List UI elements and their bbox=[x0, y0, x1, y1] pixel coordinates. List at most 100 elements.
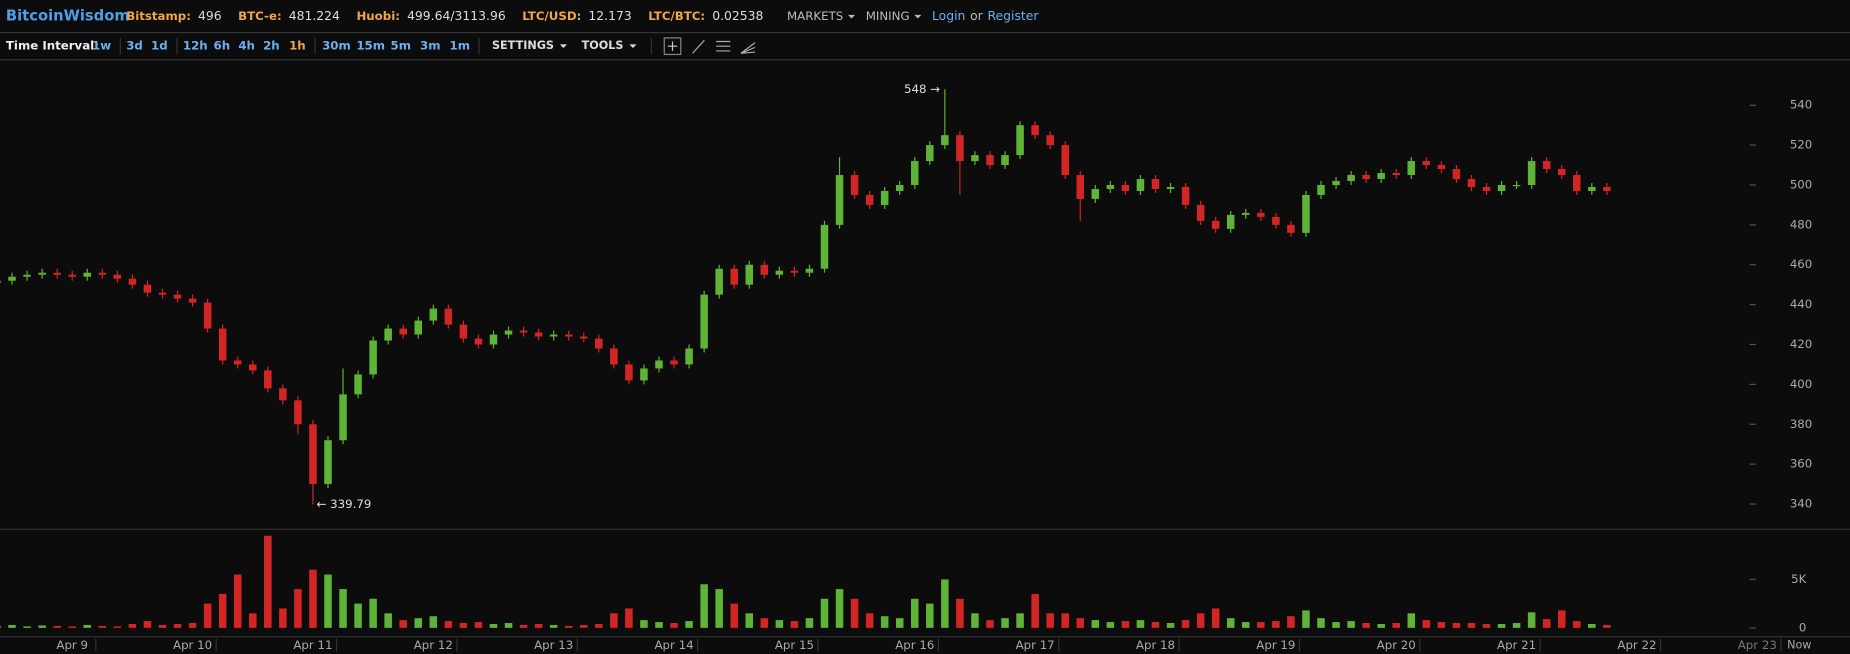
volume-bar bbox=[1226, 618, 1235, 628]
volume-bar bbox=[113, 626, 122, 628]
volume-bar bbox=[971, 613, 979, 628]
candle-body bbox=[1573, 175, 1581, 191]
volume-bar bbox=[760, 618, 769, 628]
interval-button[interactable]: 2h bbox=[263, 39, 280, 53]
hline-tool[interactable] bbox=[716, 40, 731, 52]
candle-body bbox=[1497, 184, 1506, 191]
candle-body bbox=[309, 424, 317, 485]
candle-body bbox=[1151, 179, 1160, 189]
interval-button[interactable]: 4h bbox=[238, 39, 255, 53]
interval-button[interactable]: 12h bbox=[183, 39, 208, 53]
interval-button[interactable]: 15m bbox=[356, 39, 385, 53]
menu[interactable]: MARKETS bbox=[787, 9, 843, 23]
tools-menu[interactable]: TOOLS bbox=[582, 39, 624, 52]
volume-bar bbox=[519, 624, 528, 628]
candle-body bbox=[670, 360, 678, 365]
volume-bar bbox=[354, 603, 362, 628]
volume-bar bbox=[339, 589, 347, 628]
fan-tool[interactable] bbox=[740, 42, 756, 54]
menu[interactable]: MINING bbox=[866, 9, 910, 23]
volume-bar bbox=[233, 574, 242, 628]
candle-body bbox=[504, 330, 513, 335]
interval-button[interactable]: 1m bbox=[450, 39, 470, 53]
volume-bar bbox=[0, 625, 1, 628]
candle-body bbox=[820, 224, 829, 269]
candle-body bbox=[700, 294, 708, 349]
volume-bar bbox=[23, 626, 31, 628]
login-link[interactable]: Login bbox=[932, 9, 965, 23]
register-link[interactable]: Register bbox=[988, 9, 1040, 23]
y-tick-label: 360 bbox=[1790, 457, 1813, 471]
candle-body bbox=[549, 334, 558, 337]
volume-bar bbox=[1332, 622, 1340, 628]
x-tick-label: Apr 19 bbox=[1256, 638, 1295, 652]
candle-body bbox=[1121, 184, 1130, 191]
candle-body bbox=[173, 294, 182, 299]
volume-tick-label: 5K bbox=[1791, 572, 1806, 586]
candle-body bbox=[655, 360, 663, 369]
interval-button[interactable]: 3d bbox=[126, 39, 143, 53]
volume-bar bbox=[835, 589, 844, 628]
drawing-tools bbox=[650, 37, 756, 56]
interval-button[interactable]: 1d bbox=[151, 39, 168, 53]
candle-body bbox=[369, 340, 377, 375]
volume-bar bbox=[625, 608, 633, 628]
volume-bar bbox=[218, 593, 227, 628]
candle-body bbox=[1061, 145, 1069, 176]
volume-bar bbox=[549, 624, 558, 628]
ticker-value: 12.173 bbox=[588, 9, 631, 23]
candle-body bbox=[685, 348, 693, 365]
volume-bar bbox=[730, 603, 738, 628]
settings-menu[interactable]: SETTINGS bbox=[492, 39, 554, 52]
candle-body bbox=[865, 194, 874, 205]
volume-bar bbox=[1001, 618, 1009, 628]
interval-button[interactable]: 1w bbox=[92, 39, 111, 53]
candle-body bbox=[1076, 175, 1085, 199]
candle-body bbox=[580, 336, 588, 339]
brand[interactable]: BitcoinWisdom bbox=[6, 8, 130, 25]
candle-body bbox=[911, 161, 919, 185]
candle-body bbox=[474, 338, 483, 345]
interval-button[interactable]: 30m bbox=[322, 39, 351, 53]
candle-body bbox=[1016, 125, 1024, 156]
interval-button[interactable]: 5m bbox=[391, 39, 411, 53]
crosshair-tool[interactable] bbox=[663, 37, 682, 56]
volume-bar bbox=[1211, 608, 1220, 628]
crosshair-icon bbox=[667, 41, 678, 51]
candle-body bbox=[1437, 165, 1446, 170]
candle-body bbox=[354, 374, 362, 395]
candle-body bbox=[1046, 135, 1054, 146]
volume-bar bbox=[595, 623, 603, 628]
volume-bar bbox=[1437, 622, 1446, 628]
candle-body bbox=[1557, 169, 1566, 176]
x-tick-label: Apr 14 bbox=[654, 638, 693, 652]
volume-bar bbox=[685, 621, 693, 628]
interval-button[interactable]: 3m bbox=[420, 39, 440, 53]
ticker-value: 499.64/3113.96 bbox=[407, 9, 506, 23]
volume-bar bbox=[1467, 623, 1476, 628]
x-tick-label: Apr 10 bbox=[173, 638, 212, 652]
volume-bar bbox=[1257, 622, 1265, 628]
x-tick-label: Apr 18 bbox=[1136, 638, 1175, 652]
volume-bar bbox=[820, 598, 829, 628]
line-tool[interactable] bbox=[692, 39, 705, 54]
candle-body bbox=[384, 328, 392, 341]
candle-body bbox=[53, 272, 61, 275]
candle-body bbox=[1257, 212, 1265, 217]
candle-body bbox=[128, 278, 137, 285]
candle-body bbox=[1347, 175, 1355, 182]
volume-bar bbox=[941, 579, 949, 628]
x-tick-label: Apr 11 bbox=[293, 638, 332, 652]
interval-button[interactable]: 6h bbox=[214, 39, 231, 53]
interval-button[interactable]: 1h bbox=[289, 39, 306, 53]
candle-body bbox=[1332, 181, 1340, 185]
volume-bar bbox=[1512, 623, 1521, 628]
volume-bar bbox=[1392, 623, 1400, 628]
volume-bar bbox=[1181, 620, 1190, 628]
volume-bar bbox=[670, 623, 678, 628]
candle-body bbox=[595, 338, 603, 349]
candle-body bbox=[564, 334, 573, 337]
candle-body bbox=[8, 276, 16, 281]
